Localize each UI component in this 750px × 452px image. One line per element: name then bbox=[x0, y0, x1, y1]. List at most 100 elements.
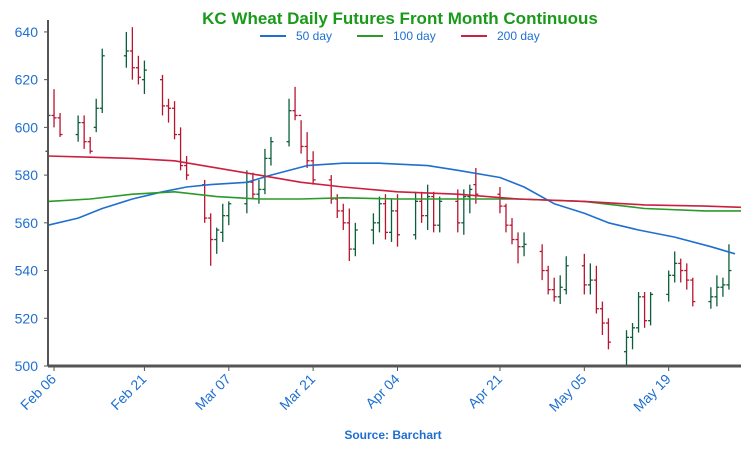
ohlc-bar bbox=[636, 292, 642, 333]
price-bars bbox=[45, 27, 732, 366]
ohlc-bar bbox=[587, 263, 593, 295]
y-axis: 500 520 540 560 580 600 620 640 bbox=[15, 24, 48, 374]
ohlc-bar bbox=[292, 86, 298, 121]
ohlc-bar bbox=[220, 203, 226, 242]
ohlc-bar bbox=[648, 292, 654, 326]
ohlc-bar bbox=[87, 136, 93, 154]
ohlc-bar bbox=[178, 127, 184, 171]
legend: 50 day 100 day 200 day bbox=[260, 29, 540, 43]
ohlc-bar bbox=[244, 170, 250, 214]
ohlc-bar bbox=[328, 175, 334, 204]
ohlc-bar bbox=[563, 256, 569, 295]
ohlc-bar bbox=[226, 201, 232, 226]
series-line-100-day bbox=[47, 191, 741, 212]
ohlc-bar bbox=[388, 198, 394, 242]
ohlc-bar bbox=[159, 74, 165, 116]
ohlc-bar bbox=[690, 277, 696, 307]
ohlc-bar bbox=[268, 136, 274, 166]
ohlc-bar bbox=[720, 277, 726, 297]
ohlc-bar bbox=[539, 244, 545, 281]
x-tick-label: Apr 21 bbox=[465, 371, 506, 412]
ohlc-bar bbox=[376, 196, 382, 233]
y-tick-label: 540 bbox=[15, 263, 39, 279]
ohlc-bar bbox=[166, 98, 172, 123]
ohlc-bar bbox=[123, 31, 129, 68]
ohlc-bar bbox=[437, 196, 443, 233]
y-tick-label: 600 bbox=[15, 119, 39, 135]
ohlc-bar bbox=[678, 258, 684, 283]
ohlc-bar bbox=[551, 277, 557, 302]
ohlc-bar bbox=[624, 330, 630, 366]
ohlc-bar bbox=[515, 232, 521, 264]
ohlc-bar bbox=[503, 203, 509, 233]
ohlc-bar bbox=[99, 48, 105, 114]
ohlc-bar bbox=[672, 251, 678, 283]
ohlc-bar bbox=[593, 265, 599, 314]
ohlc-bar bbox=[93, 98, 99, 133]
y-tick-label: 620 bbox=[15, 72, 39, 88]
series-line-50-day bbox=[47, 162, 736, 255]
x-tick-label: Feb 21 bbox=[107, 371, 149, 413]
ohlc-bar bbox=[346, 208, 352, 262]
ohlc-bar bbox=[684, 263, 690, 290]
ohlc-bar bbox=[81, 115, 87, 149]
ohlc-bar bbox=[455, 189, 461, 233]
ohlc-bar bbox=[431, 191, 437, 233]
ohlc-bar bbox=[202, 179, 208, 223]
ohlc-bar bbox=[557, 275, 563, 304]
ohlc-bar bbox=[214, 227, 220, 254]
ohlc-bar bbox=[581, 253, 587, 295]
y-tick-label: 520 bbox=[15, 310, 39, 326]
ohlc-bar bbox=[708, 287, 714, 309]
ohlc-bar bbox=[129, 27, 135, 80]
ohlc-bar bbox=[135, 55, 141, 85]
ohlc-bar bbox=[256, 179, 262, 204]
ohlc-bar bbox=[714, 275, 720, 307]
legend-label: 200 day bbox=[497, 29, 540, 43]
ohlc-bar bbox=[340, 203, 346, 230]
series-line-200-day bbox=[47, 155, 742, 209]
x-tick-label: May 19 bbox=[630, 371, 674, 415]
ohlc-bar bbox=[419, 191, 425, 223]
ohlc-bar bbox=[545, 265, 551, 295]
chart-title: KC Wheat Daily Futures Front Month Conti… bbox=[202, 9, 598, 28]
ohlc-bar bbox=[298, 114, 304, 154]
x-tick-label: May 05 bbox=[546, 371, 590, 415]
ohlc-bar bbox=[509, 218, 515, 245]
ohlc-bar bbox=[172, 101, 178, 140]
ohlc-bar bbox=[208, 213, 214, 266]
ohlc-bar bbox=[642, 292, 648, 328]
ohlc-bar bbox=[141, 60, 147, 94]
y-tick-label: 580 bbox=[15, 167, 39, 183]
ohlc-bar bbox=[51, 89, 57, 128]
ohlc-bar bbox=[382, 194, 388, 240]
legend-label: 100 day bbox=[393, 29, 436, 43]
x-axis: Feb 06 Feb 21 Mar 07 Mar 21 Apr 04 Apr 21 May … bbox=[17, 366, 674, 415]
y-tick-label: 560 bbox=[15, 215, 39, 231]
ohlc-bar bbox=[666, 270, 672, 302]
ohlc-bar bbox=[57, 113, 63, 137]
ohlc-bar bbox=[630, 323, 636, 350]
x-tick-label: Feb 06 bbox=[17, 371, 59, 413]
moving-averages bbox=[47, 155, 742, 255]
ohlc-bar bbox=[521, 232, 527, 257]
ohlc-bar bbox=[310, 151, 316, 185]
x-tick-label: Mar 07 bbox=[192, 371, 234, 413]
ohlc-bar bbox=[605, 318, 611, 350]
ohlc-bar bbox=[461, 189, 467, 235]
ohlc-bar bbox=[250, 172, 256, 199]
y-tick-label: 500 bbox=[15, 358, 39, 374]
ohlc-bar bbox=[262, 148, 268, 195]
x-tick-label: Mar 21 bbox=[276, 371, 318, 413]
ohlc-bar bbox=[370, 213, 376, 245]
ohlc-bar bbox=[497, 187, 503, 214]
ohlc-bar bbox=[184, 156, 190, 180]
ohlc-bar bbox=[352, 222, 358, 257]
ohlc-bar bbox=[599, 301, 605, 335]
ohlc-bar bbox=[304, 132, 310, 168]
ohlc-bar bbox=[395, 194, 401, 247]
x-tick-label: Apr 04 bbox=[362, 371, 403, 412]
ohlc-bar bbox=[286, 98, 292, 147]
y-tick-label: 640 bbox=[15, 24, 39, 40]
